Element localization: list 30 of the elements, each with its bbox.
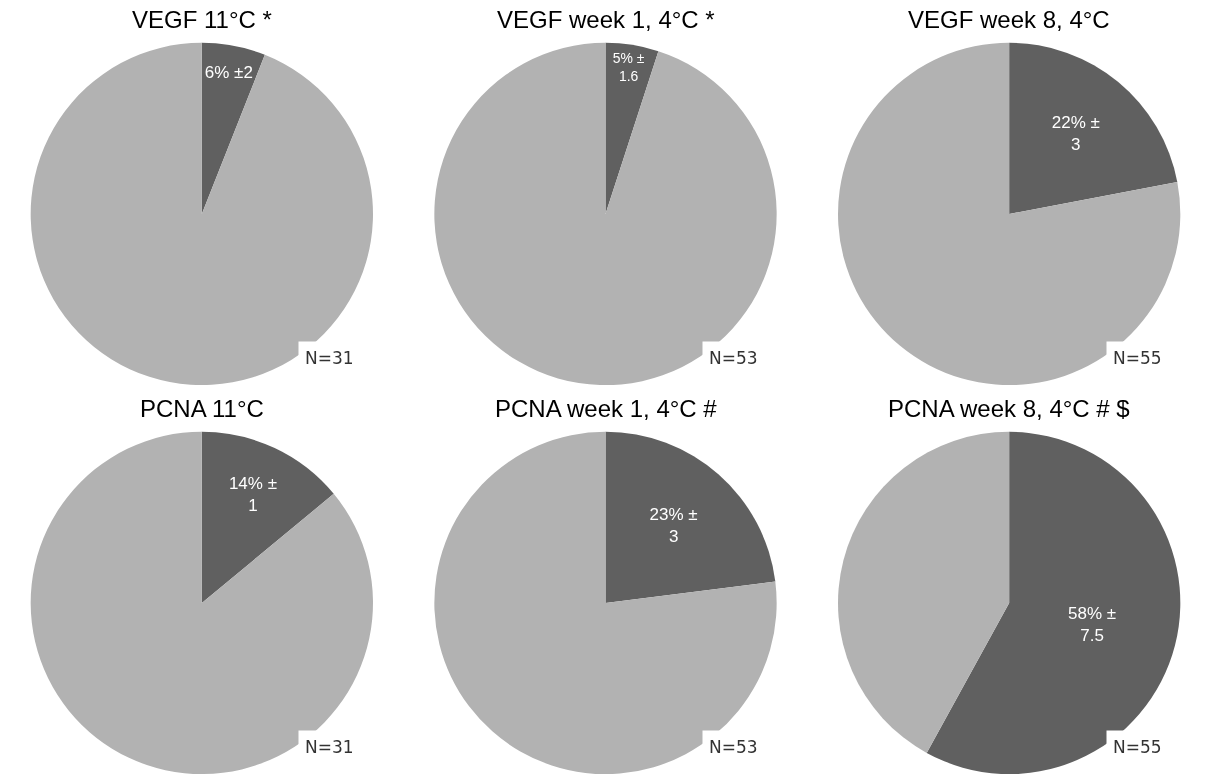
pie-slice <box>30 431 373 774</box>
data-label: 23% ± 3 <box>649 505 698 547</box>
text: N=53 <box>709 348 758 368</box>
pie-slice <box>838 42 1181 385</box>
pie-slice <box>926 431 1180 775</box>
chart-title: PCNA 11°C <box>140 395 264 422</box>
chart-title: VEGF week 8, 4°C <box>908 6 1110 33</box>
pie-slice <box>605 42 659 214</box>
pie-slice <box>838 431 1010 753</box>
data-label: 5% ± 1.6 <box>612 50 645 85</box>
data-label: 58% ± 7.5 <box>1068 603 1117 645</box>
data-label: 14% ± 1 <box>228 473 277 515</box>
pie-slice <box>30 42 373 385</box>
chart-title: PCNA week 8, 4°C # $ <box>888 395 1130 422</box>
text: N=31 <box>305 348 354 368</box>
text: N=53 <box>709 737 758 757</box>
pie-slice <box>434 431 777 774</box>
data-label: 6% ±2 <box>204 62 253 82</box>
pie-slice <box>201 42 265 214</box>
pie-slice <box>201 431 334 603</box>
pie-slice <box>605 431 776 603</box>
text: N=55 <box>1113 737 1162 757</box>
text: N=55 <box>1113 348 1162 368</box>
data-label: 22% ± 3 <box>1051 112 1100 154</box>
chart-title: PCNA week 1, 4°C # <box>495 395 718 422</box>
pie-slice <box>1009 42 1178 214</box>
pie-slice <box>434 42 777 386</box>
chart-title: VEGF 11°C * <box>132 6 272 33</box>
chart-title: VEGF week 1, 4°C * <box>497 6 715 33</box>
text: N=31 <box>305 737 354 757</box>
